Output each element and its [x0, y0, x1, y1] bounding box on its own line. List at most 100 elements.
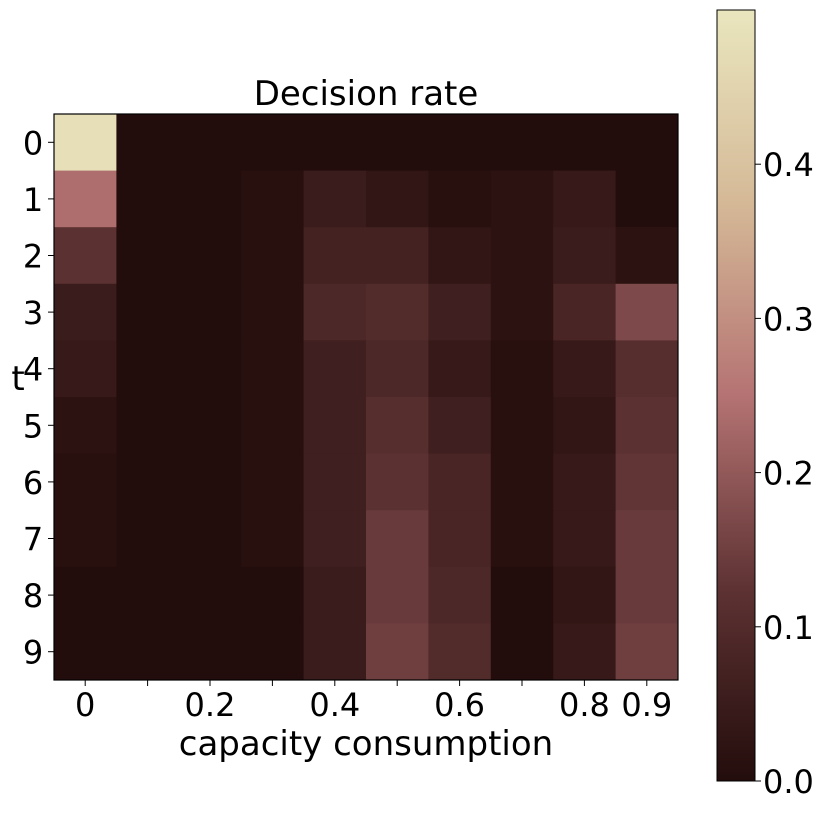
heatmap-cell: [303, 510, 367, 568]
colorbar: [716, 9, 756, 782]
heatmap-cell: [241, 510, 305, 568]
y-tick-label: 6: [23, 464, 43, 502]
y-tick-label: 4: [23, 351, 43, 389]
x-tick-label: 0.8: [559, 686, 610, 724]
heatmap-cell: [178, 170, 242, 228]
heatmap-cell: [303, 114, 367, 172]
heatmap-cell: [366, 283, 429, 341]
heatmap-cell: [303, 397, 367, 455]
colorbar-tick-label: 0.4: [763, 146, 814, 184]
heatmap-cell: [241, 397, 305, 455]
heatmap-cell: [116, 397, 180, 455]
heatmap-cell: [303, 566, 367, 624]
heatmap-cell: [303, 623, 367, 681]
y-tick-label: 7: [23, 521, 43, 559]
y-tick-label: 0: [23, 124, 43, 162]
x-tick-label: 0.2: [185, 686, 236, 724]
heatmap-cell: [553, 623, 617, 681]
heatmap-cell: [366, 114, 429, 172]
heatmap-cell: [178, 227, 242, 285]
heatmap-cell: [553, 453, 617, 511]
heatmap-cell: [54, 453, 117, 511]
heatmap-cell: [615, 510, 679, 568]
colorbar-tick-label: 0.1: [763, 609, 814, 647]
heatmap-cell: [366, 227, 429, 285]
heatmap-cell: [54, 397, 117, 455]
heatmap-cell: [615, 397, 679, 455]
x-tick-label: 0.9: [621, 686, 672, 724]
heatmap-cell: [178, 397, 242, 455]
heatmap-cell: [490, 340, 554, 398]
heatmap-cell: [116, 114, 180, 172]
heatmap-cell: [428, 623, 492, 681]
heatmap-cell: [553, 510, 617, 568]
heatmap-cell: [366, 397, 429, 455]
heatmap-cell: [428, 510, 492, 568]
heatmap-cell: [428, 283, 492, 341]
heatmap-cell: [615, 170, 679, 228]
heatmap-cell: [553, 397, 617, 455]
heatmap-cell: [615, 453, 679, 511]
heatmap-cell: [241, 283, 305, 341]
x-axis-ticks: 0 0.2 0.4 0.6 0.8 0.9: [75, 680, 672, 724]
y-tick-label: 9: [23, 634, 43, 672]
heatmap-cell: [116, 340, 180, 398]
heatmap-cell: [490, 397, 554, 455]
heatmap-cell: [303, 227, 367, 285]
heatmap-cell: [178, 283, 242, 341]
heatmap-cell: [428, 170, 492, 228]
heatmap-cell: [116, 566, 180, 624]
y-tick-label: 1: [23, 181, 43, 219]
heatmap-cell: [303, 283, 367, 341]
heatmap-cell: [428, 227, 492, 285]
heatmap-cell: [490, 510, 554, 568]
heatmap-cell: [54, 227, 117, 285]
y-tick-label: 2: [23, 238, 43, 276]
heatmap-cell: [615, 227, 679, 285]
heatmap-cell: [553, 227, 617, 285]
x-tick-label: 0.6: [434, 686, 485, 724]
heatmap-cell: [178, 623, 242, 681]
chart-title: Decision rate: [254, 74, 479, 114]
colorbar-tick-label: 0.3: [763, 300, 814, 338]
heatmap-cell: [366, 623, 429, 681]
heatmap-cell: [553, 566, 617, 624]
heatmap-cell: [54, 114, 117, 172]
heatmap-cell: [178, 114, 242, 172]
heatmap-cell: [428, 397, 492, 455]
heatmap-cell: [615, 340, 679, 398]
heatmap-cell: [490, 623, 554, 681]
heatmap-cell: [615, 114, 679, 172]
heatmap-cell: [615, 283, 679, 341]
heatmap-cell: [54, 283, 117, 341]
y-axis-label: t: [11, 359, 24, 399]
heatmap-cell: [54, 510, 117, 568]
heatmap-cell: [178, 510, 242, 568]
heatmap-cell: [116, 623, 180, 681]
colorbar-tick-label: 0.0: [763, 763, 814, 801]
y-axis-ticks: 0 1 2 3 4 5 6 7 8 9: [23, 124, 54, 672]
heatmap-cell: [428, 340, 492, 398]
heatmap-cell: [428, 566, 492, 624]
heatmap-cell: [366, 340, 429, 398]
heatmap-cell: [303, 170, 367, 228]
heatmap-cell: [178, 453, 242, 511]
heatmap-cell: [116, 170, 180, 228]
x-tick-label: 0: [75, 686, 95, 724]
heatmap-cell: [490, 453, 554, 511]
heatmap-cell: [178, 566, 242, 624]
heatmap-cell: [490, 283, 554, 341]
heatmap-cell: [428, 453, 492, 511]
heatmap-cell: [241, 566, 305, 624]
heatmap-cell: [366, 566, 429, 624]
heatmap-cell: [615, 566, 679, 624]
heatmap-cell: [553, 114, 617, 172]
heatmap-cell: [178, 340, 242, 398]
heatmap-cell: [54, 170, 117, 228]
plot-frame: [53, 113, 679, 681]
heatmap-cell: [303, 453, 367, 511]
heatmap-cell: [553, 283, 617, 341]
heatmap-cell: [241, 623, 305, 681]
heatmap-cell: [241, 453, 305, 511]
